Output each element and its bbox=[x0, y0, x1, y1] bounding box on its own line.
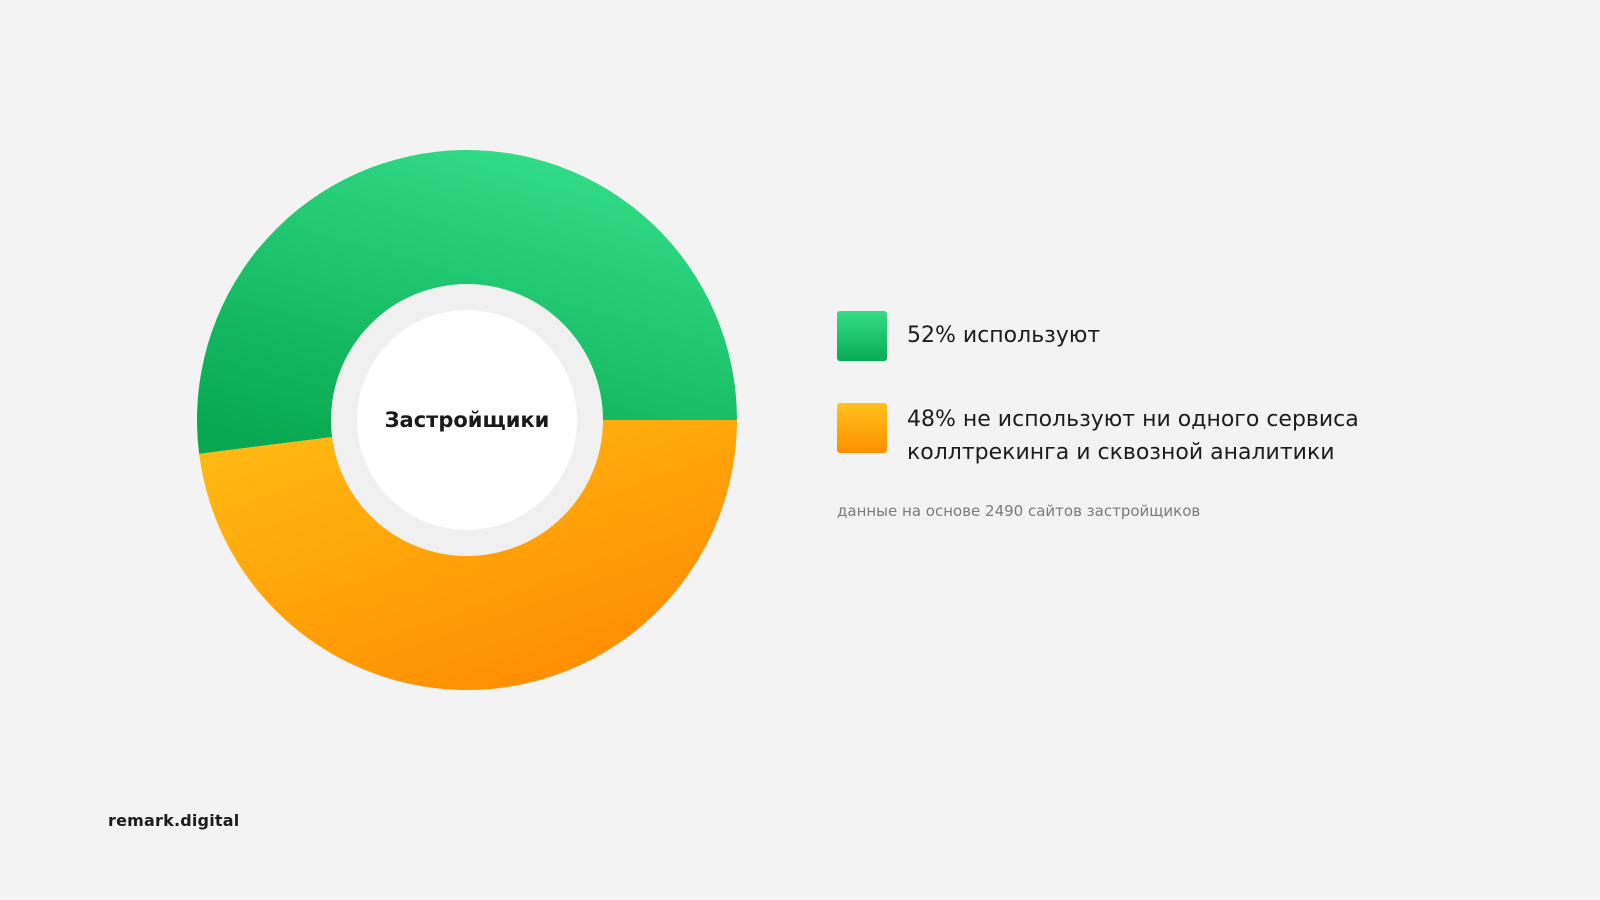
legend-label-not-uses-line1: 48% не используют ни одного сервиса bbox=[907, 407, 1359, 432]
legend-label-not-uses: 48% не используют ни одного сервиса колл… bbox=[907, 403, 1359, 469]
legend-item-uses: 52% используют bbox=[837, 311, 1477, 361]
legend-label-not-uses-line2: коллтрекинга и сквозной аналитики bbox=[907, 440, 1335, 465]
legend-swatch-orange bbox=[837, 403, 887, 453]
donut-center-label: Застройщики bbox=[385, 408, 550, 432]
brand-logo-text: remark.digital bbox=[108, 811, 240, 830]
data-source-note: данные на основе 2490 сайтов застройщико… bbox=[837, 502, 1201, 520]
legend-label-uses: 52% используют bbox=[907, 311, 1100, 352]
legend: 52% используют 48% не используют ни одно… bbox=[837, 311, 1477, 469]
donut-center bbox=[357, 310, 577, 530]
legend-item-not-uses: 48% не используют ни одного сервиса колл… bbox=[837, 403, 1477, 469]
legend-swatch-green bbox=[837, 311, 887, 361]
legend-label-uses-line1: 52% используют bbox=[907, 323, 1101, 348]
